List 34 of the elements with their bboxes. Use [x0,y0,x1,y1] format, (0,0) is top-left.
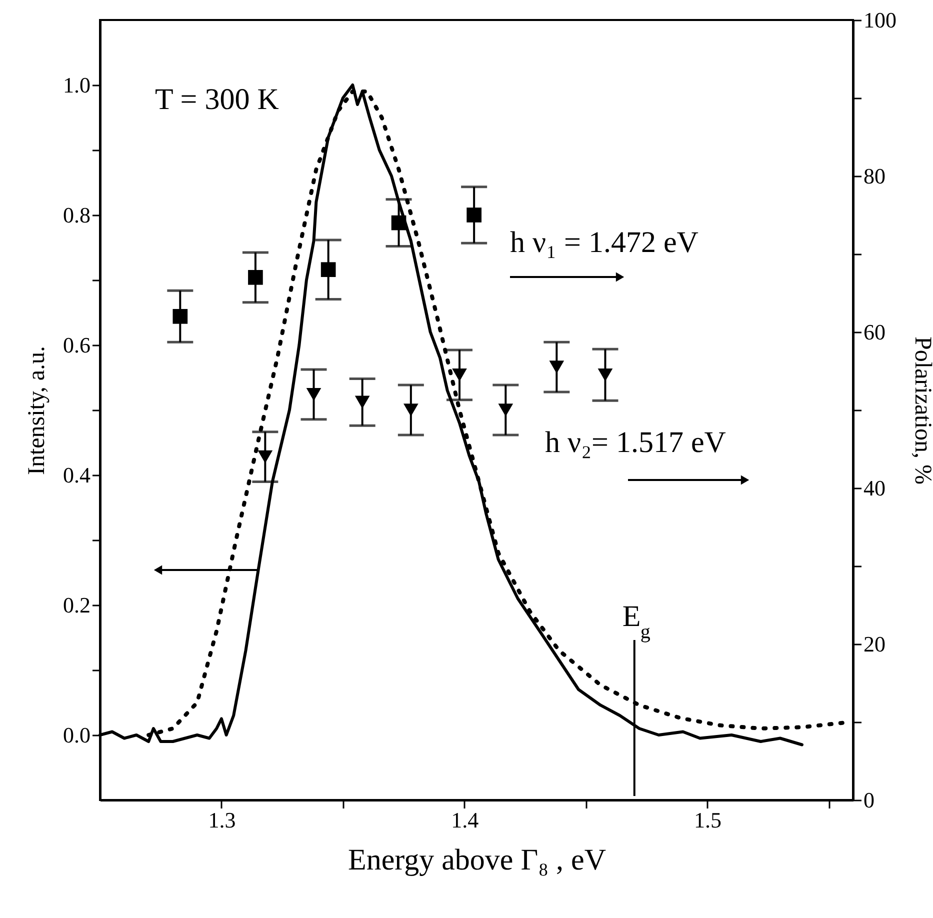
y2-axis-title: Polarization, % [910,336,933,484]
y-tick-label: 0.2 [63,592,90,618]
x-tick-label: 1.3 [208,808,236,832]
point [248,270,263,285]
annotation: T = 300 K [155,83,280,116]
point [404,404,418,416]
x-axis-title: Energy above Γ₈ , eV [348,844,606,876]
point [258,450,273,464]
y2-tick-label: 40 [864,476,886,500]
y-tick-label: 0.8 [63,202,90,228]
y-tick-label: 0.0 [63,722,90,748]
point [320,262,336,278]
y2-tick-label: 60 [864,320,886,344]
y-tick-label: 0.6 [63,332,90,358]
y2-tick-label: 20 [864,632,886,656]
y2-tick-label: 80 [864,164,886,188]
y2-tick-label: 0 [864,788,874,812]
annotation: h ν₂= 1.517 eV [545,426,726,459]
point [498,404,514,416]
x-tick-label: 1.5 [694,808,722,832]
annotation: h ν₁ = 1.472 eV [510,226,699,259]
y2-tick-label: 100 [864,8,896,32]
point [466,208,482,222]
point [354,396,370,409]
y-tick-label: 1.0 [63,72,90,98]
point [598,368,613,382]
point [391,215,406,230]
y-axis-title: Intensity, a.u. [24,346,50,476]
point [172,308,188,324]
point [549,360,564,374]
point [306,388,322,401]
point [452,368,467,382]
y-tick-label: 0.4 [63,462,90,488]
x-tick-label: 1.4 [451,808,479,832]
